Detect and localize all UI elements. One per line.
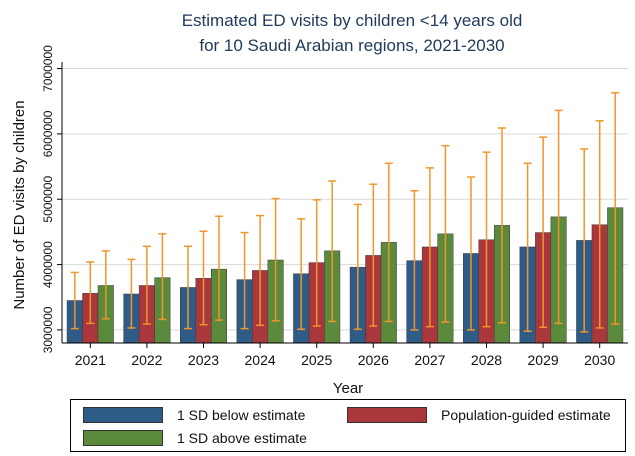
legend: 1 SD below estimate Population-guided es… xyxy=(70,399,626,452)
x-tick-label: 2028 xyxy=(471,352,502,368)
bars xyxy=(66,207,624,344)
y-tick-label: 6000000 xyxy=(41,110,55,157)
x-tick-label: 2021 xyxy=(75,352,106,368)
x-tick-label: 2027 xyxy=(414,352,445,368)
error-bars xyxy=(70,91,620,333)
x-tick-label: 2030 xyxy=(584,352,615,368)
x-tick-label: 2029 xyxy=(528,352,559,368)
legend-label-above: 1 SD above estimate xyxy=(177,430,307,446)
legend-label-population: Population-guided estimate xyxy=(441,407,611,423)
x-ticks: 2021 2022 2023 2024 2025 2026 2027 2028 2029 2030 xyxy=(75,343,615,368)
chart-title: Estimated ED visits by children <14 year… xyxy=(182,11,523,30)
legend-item-below: 1 SD below estimate xyxy=(83,407,305,423)
legend-item-above: 1 SD above estimate xyxy=(83,430,307,446)
y-ticks: 3000000 4000000 5000000 6000000 7000000 xyxy=(41,45,62,353)
x-tick-label: 2024 xyxy=(245,352,276,368)
x-tick-label: 2023 xyxy=(188,352,219,368)
y-tick-label: 7000000 xyxy=(41,45,55,92)
legend-swatch-above xyxy=(83,430,163,446)
axes xyxy=(61,62,628,344)
legend-swatch-below xyxy=(83,407,163,423)
legend-label-below: 1 SD below estimate xyxy=(177,407,306,423)
chart-svg: 3000000 4000000 5000000 6000000 7000000 2021… xyxy=(11,11,628,397)
chart-subtitle: for 10 Saudi Arabian regions, 2021-2030 xyxy=(199,36,504,55)
x-tick-label: 2022 xyxy=(131,352,162,368)
y-tick-label: 5000000 xyxy=(41,176,55,223)
y-tick-label: 4000000 xyxy=(41,241,55,288)
legend-item-population: Population-guided estimate xyxy=(347,407,611,423)
y-tick-label: 3000000 xyxy=(41,306,55,353)
legend-swatch-population xyxy=(347,407,427,423)
x-axis-label: Year xyxy=(333,380,363,397)
x-tick-label: 2026 xyxy=(358,352,389,368)
y-axis-label: Number of ED visits by children xyxy=(11,100,28,309)
x-tick-label: 2025 xyxy=(301,352,332,368)
